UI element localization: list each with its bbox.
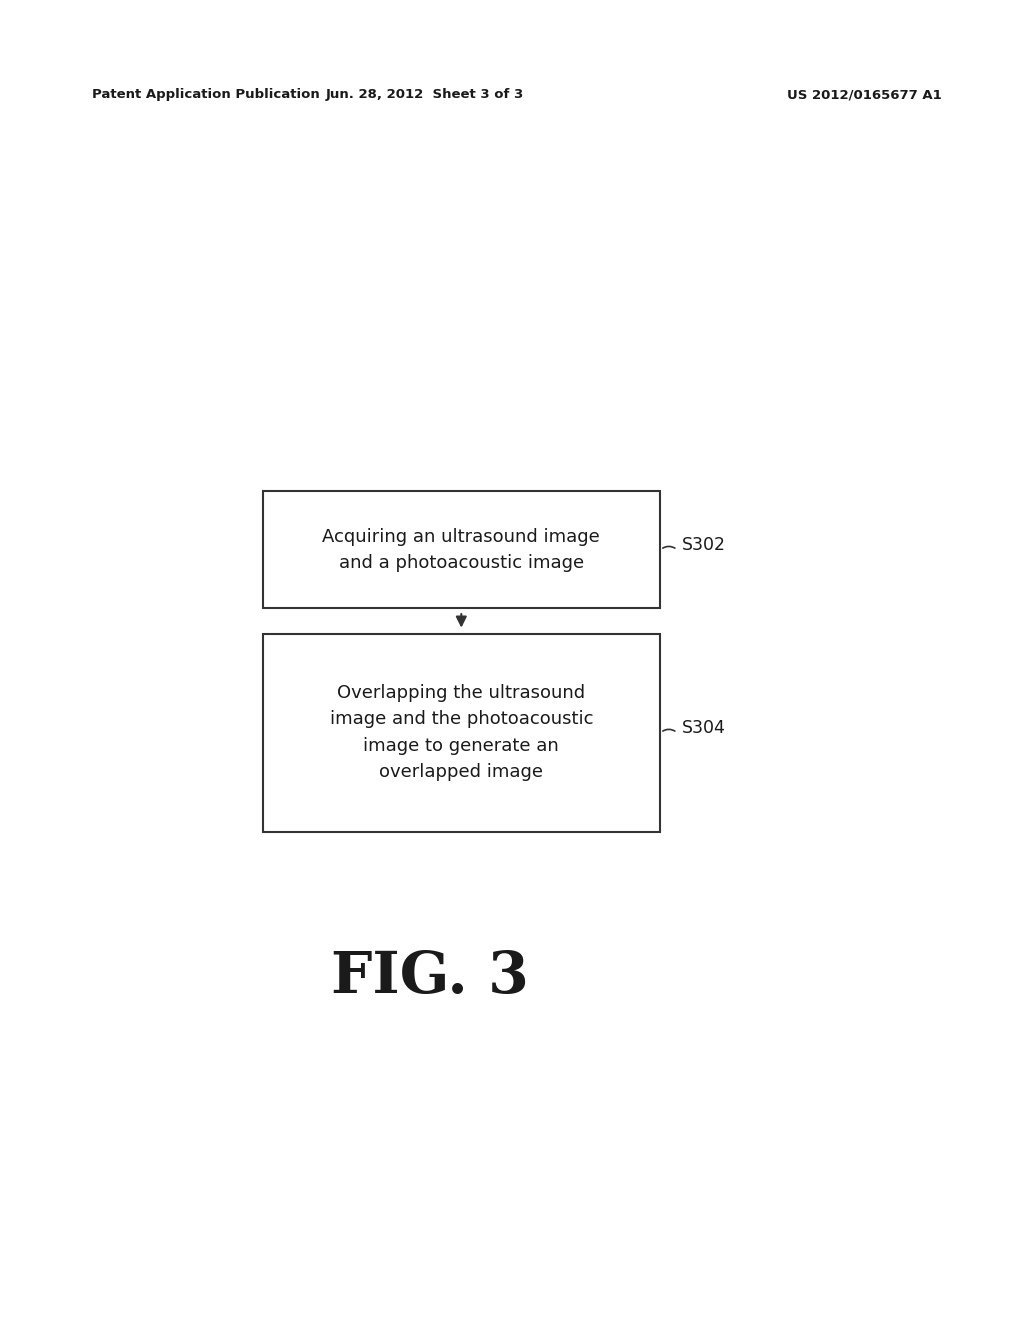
Text: Jun. 28, 2012  Sheet 3 of 3: Jun. 28, 2012 Sheet 3 of 3: [326, 88, 524, 102]
Bar: [263, 491, 659, 609]
Text: S304: S304: [682, 718, 726, 737]
Text: S302: S302: [682, 536, 726, 553]
Text: Overlapping the ultrasound
image and the photoacoustic
image to generate an
over: Overlapping the ultrasound image and the…: [330, 684, 593, 781]
Text: Patent Application Publication: Patent Application Publication: [92, 88, 319, 102]
Text: Acquiring an ultrasound image
and a photoacoustic image: Acquiring an ultrasound image and a phot…: [323, 528, 600, 572]
Text: US 2012/0165677 A1: US 2012/0165677 A1: [787, 88, 942, 102]
Bar: [263, 634, 659, 832]
Text: FIG. 3: FIG. 3: [331, 949, 528, 1005]
